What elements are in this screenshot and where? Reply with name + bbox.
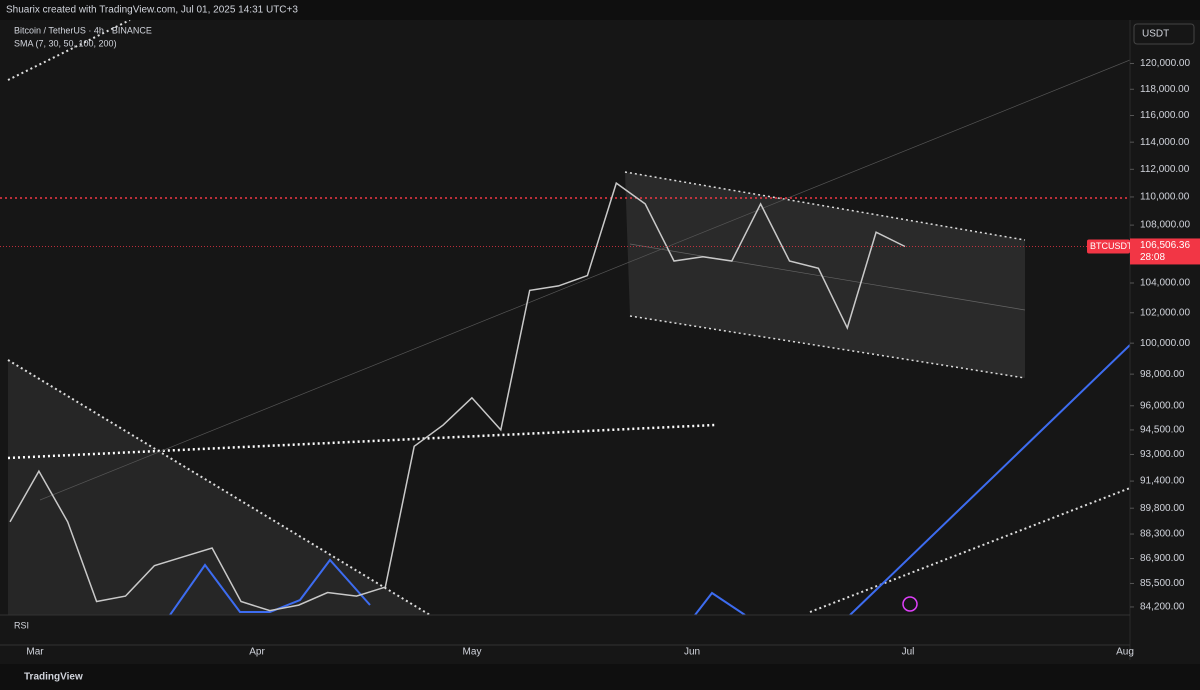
y-tick-label: 91,400.00 <box>1140 476 1185 487</box>
y-tick-label: 85,500.00 <box>1140 578 1185 589</box>
y-tick-label: 89,800.00 <box>1140 503 1185 514</box>
y-tick-label: 88,300.00 <box>1140 529 1185 540</box>
indicator-legend: SMA (7, 30, 50, 100, 200) <box>14 38 117 48</box>
y-tick-label: 118,000.00 <box>1140 84 1190 95</box>
currency: USDT <box>1142 29 1169 40</box>
projection-line <box>849 344 1130 615</box>
y-tick-label: 116,000.00 <box>1140 110 1190 121</box>
trend-line <box>7 359 431 615</box>
x-tick-label: Jul <box>902 647 915 658</box>
pane-label: RSI <box>14 620 29 630</box>
y-tick-label: 84,200.00 <box>1140 602 1185 613</box>
y-tick-label: 100,000.00 <box>1140 338 1190 349</box>
y-tick-label: 102,000.00 <box>1140 307 1190 318</box>
y-tick-label: 94,500.00 <box>1140 425 1185 436</box>
header-bar <box>0 0 1200 20</box>
footer: TradingView <box>24 672 83 683</box>
countdown: 28:08 <box>1140 252 1165 263</box>
drawings <box>0 20 1130 615</box>
trend-line <box>809 487 1130 613</box>
y-tick-label: 114,000.00 <box>1140 137 1190 148</box>
header: Shuarix created with TradingView.com, Ju… <box>6 5 298 16</box>
x-tick-label: Apr <box>249 647 265 658</box>
x-tick-label: May <box>463 647 482 658</box>
last-price-label: 106,506.36 <box>1140 240 1190 251</box>
mid-line <box>629 243 1026 311</box>
y-tick-label: 93,000.00 <box>1140 449 1185 460</box>
x-tick-label: Jun <box>684 647 700 658</box>
alert-icon[interactable] <box>902 596 918 612</box>
x-tick-label: Aug <box>1116 647 1134 658</box>
y-tick-label: 86,900.00 <box>1140 553 1185 564</box>
symbol-tag <box>1087 239 1130 254</box>
y-tick-label: 98,000.00 <box>1140 369 1185 380</box>
footer-bar <box>0 664 1200 690</box>
trend-line <box>39 59 1130 501</box>
symbol-title: Bitcoin / TetherUS · 4h · BINANCE <box>14 25 152 35</box>
price-line <box>9 181 906 612</box>
y-tick-label: 96,000.00 <box>1140 400 1185 411</box>
y-tick-label: 110,000.00 <box>1140 192 1190 203</box>
y-tick-label: 112,000.00 <box>1140 164 1190 175</box>
y-tick-label: 108,000.00 <box>1140 220 1190 231</box>
x-tick-label: Mar <box>26 647 44 658</box>
projection-line <box>169 558 371 615</box>
symbol-label: BTCUSDT <box>1090 241 1133 251</box>
projection-line <box>694 591 746 615</box>
y-tick-label: 104,000.00 <box>1140 278 1190 289</box>
plot <box>0 181 1130 612</box>
y-tick-label: 120,000.00 <box>1140 58 1190 69</box>
price-tag <box>1130 238 1200 265</box>
trend-line <box>629 315 1026 379</box>
currency-box[interactable] <box>1133 23 1195 45</box>
